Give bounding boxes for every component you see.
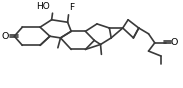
- Text: O: O: [171, 37, 178, 47]
- Text: HO: HO: [36, 2, 50, 11]
- Text: F: F: [69, 3, 74, 12]
- Text: O: O: [2, 32, 9, 41]
